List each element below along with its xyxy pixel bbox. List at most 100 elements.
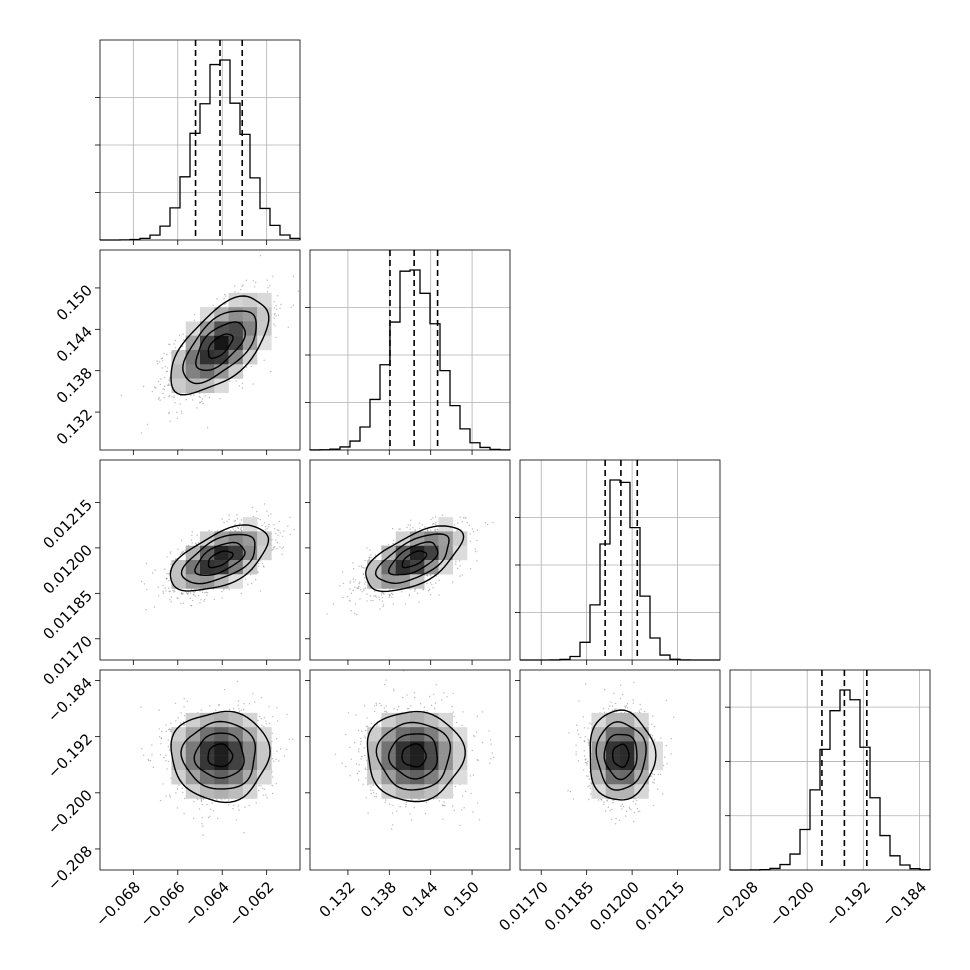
sample-point bbox=[169, 599, 171, 601]
sample-point bbox=[155, 387, 157, 389]
sample-point bbox=[194, 542, 197, 544]
sample-point bbox=[287, 326, 289, 328]
sample-point bbox=[430, 518, 432, 521]
sample-point bbox=[232, 528, 234, 530]
sample-point bbox=[268, 523, 270, 526]
sample-point bbox=[205, 591, 207, 593]
sample-point bbox=[339, 585, 341, 587]
sample-point bbox=[238, 385, 240, 387]
sample-point bbox=[164, 376, 166, 379]
density-cell bbox=[257, 292, 272, 308]
sample-point bbox=[145, 562, 148, 565]
sample-point bbox=[245, 279, 248, 281]
sample-point bbox=[462, 517, 465, 519]
sample-point bbox=[140, 580, 143, 583]
sample-point bbox=[255, 281, 257, 284]
sample-point bbox=[358, 585, 360, 588]
sample-point bbox=[230, 529, 232, 532]
sample-point bbox=[399, 528, 401, 530]
sample-point bbox=[465, 517, 467, 520]
sample-point bbox=[401, 591, 403, 593]
sample-point bbox=[251, 506, 254, 509]
sample-point bbox=[432, 523, 434, 525]
sample-point bbox=[259, 590, 262, 592]
sample-point bbox=[352, 578, 354, 580]
sample-point bbox=[275, 308, 278, 311]
sample-point bbox=[180, 410, 183, 412]
sample-point bbox=[474, 548, 476, 550]
sample-point bbox=[275, 305, 277, 307]
sample-point bbox=[342, 596, 344, 599]
sample-point bbox=[373, 595, 375, 597]
sample-point bbox=[179, 554, 181, 556]
sample-point bbox=[166, 556, 168, 558]
sample-point bbox=[161, 367, 163, 369]
sample-point bbox=[239, 528, 242, 531]
sample-point bbox=[275, 532, 277, 535]
sample-point bbox=[158, 709, 160, 711]
sample-point bbox=[206, 592, 209, 594]
sample-point bbox=[289, 533, 291, 536]
histogram-panel-3 bbox=[725, 669, 931, 871]
sample-point bbox=[282, 546, 285, 548]
sample-point bbox=[356, 614, 358, 616]
sample-point bbox=[157, 363, 159, 365]
sample-point bbox=[434, 582, 437, 584]
sample-point bbox=[392, 539, 395, 541]
sample-point bbox=[409, 588, 411, 590]
sample-point bbox=[206, 427, 209, 429]
sample-point bbox=[341, 571, 344, 573]
sample-point bbox=[224, 303, 226, 305]
sample-point bbox=[213, 598, 216, 601]
sample-point bbox=[239, 522, 241, 524]
scatter-panel-2-1 bbox=[305, 459, 511, 665]
sample-point bbox=[234, 520, 237, 522]
sample-point bbox=[438, 594, 440, 596]
sample-point bbox=[143, 754, 145, 756]
panel-frame bbox=[309, 249, 511, 451]
density-cell bbox=[200, 364, 215, 379]
sample-point bbox=[266, 279, 268, 281]
sample-point bbox=[374, 595, 377, 597]
sample-point bbox=[268, 526, 270, 528]
sample-point bbox=[202, 402, 204, 405]
sample-point bbox=[237, 527, 239, 529]
sample-point bbox=[358, 565, 360, 567]
sample-point bbox=[172, 589, 174, 592]
sample-point bbox=[272, 548, 275, 550]
histogram-panel-1 bbox=[305, 249, 511, 455]
sample-point bbox=[275, 336, 277, 338]
sample-point bbox=[258, 784, 260, 787]
sample-point bbox=[167, 587, 170, 589]
sample-point bbox=[289, 516, 291, 519]
sample-point bbox=[380, 592, 383, 594]
sample-point bbox=[165, 370, 168, 373]
sample-point bbox=[216, 530, 219, 532]
sample-point bbox=[174, 339, 177, 342]
sample-point bbox=[187, 591, 190, 593]
sample-point bbox=[163, 352, 165, 355]
sample-point bbox=[228, 514, 230, 516]
sample-point bbox=[264, 522, 266, 524]
sample-point bbox=[173, 396, 175, 399]
sample-point bbox=[273, 323, 275, 325]
density-cell bbox=[257, 307, 272, 322]
sample-point bbox=[275, 315, 277, 317]
sample-point bbox=[349, 580, 352, 582]
sample-point bbox=[169, 420, 171, 422]
sample-point bbox=[163, 396, 165, 399]
sample-point bbox=[290, 306, 292, 308]
sample-point bbox=[361, 566, 363, 568]
sample-point bbox=[190, 539, 193, 541]
sample-point bbox=[196, 407, 198, 409]
sample-point bbox=[293, 528, 295, 531]
sample-point bbox=[276, 541, 279, 544]
sample-point bbox=[208, 705, 211, 707]
sample-point bbox=[212, 304, 214, 307]
density-cell bbox=[228, 292, 244, 308]
sample-point bbox=[366, 593, 368, 595]
sample-point bbox=[263, 566, 265, 568]
density-cell bbox=[228, 307, 244, 322]
sample-point bbox=[418, 522, 420, 524]
sample-point bbox=[199, 396, 201, 399]
